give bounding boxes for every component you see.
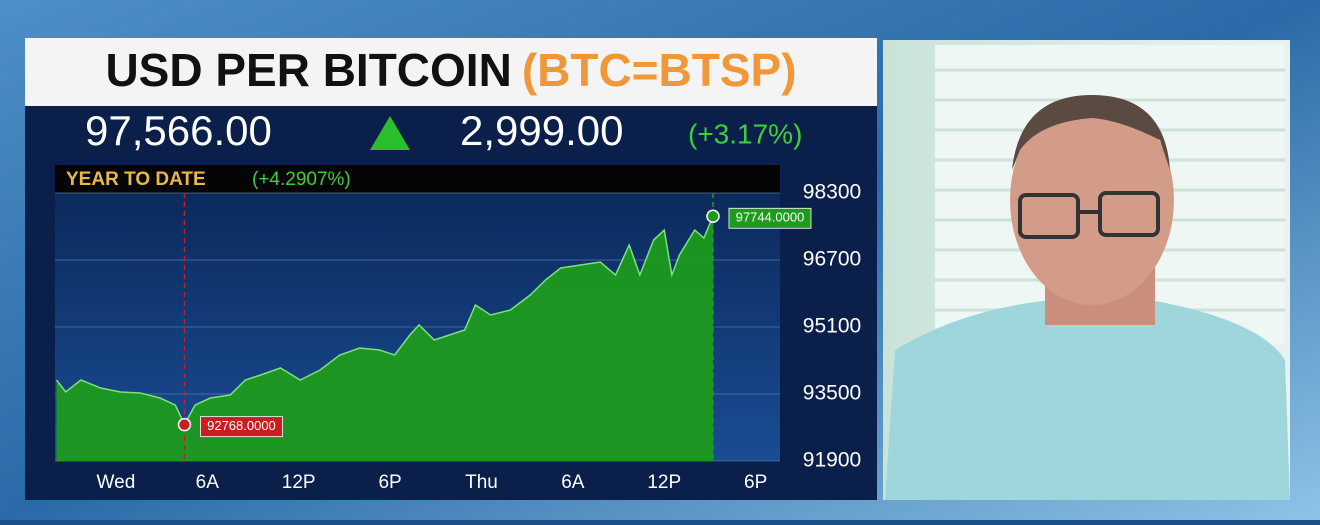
x-tick-label: Wed (97, 472, 136, 493)
line (55, 215, 714, 427)
ticker: (BTC=BTSP) (522, 44, 797, 96)
x-tick-label: 6P (744, 472, 767, 493)
period-bar (55, 165, 780, 193)
up-arrow (370, 116, 410, 150)
video (883, 40, 1290, 500)
change: 2,999.00 (460, 107, 624, 154)
y-tick-label: 96700 (803, 248, 861, 271)
x-tick-label: Thu (465, 472, 498, 493)
period-change: (+4.2907%) (252, 169, 351, 190)
chart: 91900 93500 95100 96700 98300 Wed 6A 12P 6P Thu 6A… (55, 181, 861, 493)
change-pct: (+3.17%) (688, 118, 802, 149)
y-tick-label: 93500 (803, 382, 861, 405)
x-tick-label: 12P (282, 472, 316, 493)
price: 97,566.00 (85, 107, 272, 154)
hair (1012, 95, 1170, 170)
period: YEAR TO DATE (66, 169, 206, 190)
marker-label-box (728, 207, 812, 229)
marker-label-box (200, 416, 283, 438)
marker-label: 92768.0000 (207, 418, 276, 433)
marker-point (706, 209, 720, 224)
marker-point (177, 417, 192, 432)
head (1010, 95, 1174, 305)
x-tick-label: 6P (378, 472, 401, 493)
shirt (885, 300, 1290, 500)
x-tick-label: 12P (647, 472, 681, 493)
header: USD PER BITCOIN (BTC=BTSP) (105, 44, 796, 96)
x-tick-label: 6A (561, 472, 585, 493)
marker-label: 97744.0000 (736, 210, 805, 225)
y-tick-label: 98300 (803, 181, 861, 204)
header-panel (25, 38, 877, 106)
glasses (1018, 191, 1160, 239)
y-tick-label: 91900 (803, 449, 861, 472)
x-tick-label: 6A (196, 472, 220, 493)
y-tick-label: 95100 (803, 315, 861, 338)
title: USD PER BITCOIN (105, 44, 511, 96)
